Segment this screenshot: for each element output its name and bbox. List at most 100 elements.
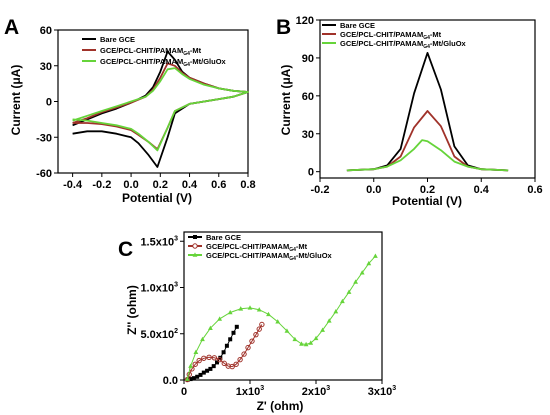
panel-a-label: A (4, 16, 19, 39)
panel-c-legend-label-1: Bare GCE (206, 233, 241, 242)
panel-c-label: C (118, 238, 133, 261)
panel-c-series-2-point (196, 357, 202, 364)
panel-c-series-2-point (211, 355, 218, 361)
panel-c-series-3-point (256, 307, 262, 312)
panel-c-ytick-label: 1.5x103 (140, 235, 178, 248)
panel-c-series-2-point (241, 351, 247, 357)
panel-b-label: B (276, 16, 291, 39)
panel-c-xlabel: Z' (ohm) (257, 399, 304, 413)
panel-c-series-3-point (373, 253, 378, 258)
panel-c-series-1-point (211, 364, 216, 369)
panel-c-series-3-point (266, 311, 271, 317)
panel-b-xtick-label: -0.2 (311, 184, 330, 196)
panel-c-series-1-point (201, 370, 206, 375)
panel-a-ytick-label: 0 (46, 97, 52, 109)
panel-c-series-1-point (228, 337, 233, 342)
panel-c-series-2-point (201, 355, 207, 361)
panel-c-series-1-point (195, 374, 200, 379)
panel-c-series-3-point (193, 349, 199, 355)
panel-c-series-1-point (215, 360, 219, 365)
panel-c-series-2-point (237, 356, 243, 363)
panel-b-ytick-label: 30 (302, 129, 314, 141)
panel-b-ytick-label: 120 (296, 15, 314, 27)
panel-c-series-3-point (238, 306, 244, 311)
panel-c-series-1-point (234, 324, 239, 329)
panel-a-ytick-label: 60 (40, 25, 52, 37)
panel-c-series-3-point (359, 270, 365, 275)
panel-c-series-2-point (229, 363, 235, 370)
panel-c-series-2-point (249, 338, 255, 344)
panel-b-xlabel: Potential (V) (392, 194, 462, 208)
panel-b-series-3-line (346, 139, 509, 172)
panel-a-xtick-label: 0.2 (153, 179, 168, 191)
panel-a-xtick-label: 0.6 (211, 179, 226, 191)
panel-c-series-3-point (326, 318, 332, 323)
panel-a-ytick-label: -30 (36, 132, 52, 144)
panel-a-ytick-label: 30 (40, 61, 52, 73)
panel-c-series-1-point (231, 330, 236, 335)
panel-a-legend-label-2: GCE/PCL-CHIT/PAMAMG4-Mt (100, 46, 202, 57)
panel-c-axes-frame (183, 231, 383, 381)
panel-a: A -0.4 -0.2 0.0 0.2 0.4 0.6 0.8 -60 -30 0 30 60 Bare… (4, 16, 256, 205)
panel-c-series-2-point (233, 361, 239, 367)
panel-c-ytick-label: 0.0 (163, 375, 178, 387)
panel-c-xtick-label: 2x103 (302, 385, 330, 398)
panel-b-ytick-label: 60 (302, 91, 314, 103)
panel-b-ytick-label: 90 (302, 53, 314, 65)
panel-c-series-2-point (253, 331, 259, 338)
panel-a-xtick-label: 0.0 (123, 179, 138, 191)
panel-c-legend-label-2: GCE/PCL-CHIT/PAMAMG4-Mt (206, 242, 308, 253)
panel-c-xtick-label: 1x103 (236, 385, 264, 398)
panel-c-series-2-point (256, 326, 262, 332)
panel-a-legend-label-1: Bare GCE (100, 35, 135, 44)
panel-c-series-3-point (299, 341, 304, 346)
panel-a-xtick-label: 0.8 (240, 179, 255, 191)
panel-c-series-3-point (346, 289, 352, 294)
panel-c-ytick-label: 5.0x102 (140, 328, 178, 341)
panel-c-series-1-point (221, 350, 226, 355)
panel-c-legend-marker-3 (192, 252, 198, 257)
panel-b-legend-label-1: Bare GCE (340, 21, 375, 30)
panel-c: C 0 1x103 2x103 3x103 0.0 5.0x102 1.0x103 1.5x1… (118, 231, 396, 413)
panel-a-legend-label-3: GCE/PCL-CHIT/PAMAMG4-Mt/GluOx (100, 57, 227, 68)
panel-c-series-3-point (247, 305, 253, 310)
panel-a-xtick-label: -0.4 (63, 179, 83, 191)
panel-a-xtick-label: -0.2 (92, 179, 111, 191)
panel-c-series-3-point (366, 260, 372, 266)
panel-c-series-3-point (320, 327, 325, 332)
panel-c-series-2-point (259, 321, 265, 328)
panel-c-series-1-point (205, 368, 210, 373)
panel-c-series-2-point (221, 360, 227, 367)
panel-a-series-3-line (72, 67, 249, 152)
panel-b-ylabel: Current (μA) (279, 65, 293, 136)
panel-c-series-1-point (188, 377, 193, 382)
panel-c-series-1-point (198, 372, 203, 377)
panel-a-ylabel: Current (μA) (9, 65, 23, 136)
panel-a-xlabel: Potential (V) (122, 191, 192, 205)
panel-a-xtick-label: 0.4 (182, 179, 198, 191)
panel-c-series-3-point (227, 309, 233, 315)
panel-c-series-1-point (191, 376, 196, 381)
panel-c-series-1-point (224, 343, 229, 348)
panel-c-xtick-label: 3x103 (368, 385, 396, 398)
panel-c-series-1-point (208, 366, 213, 371)
panel-c-series-3-point (333, 308, 339, 314)
panel-b-legend-label-3: GCE/PCL-CHIT/PAMAMG4-Mt/GluOx (340, 39, 467, 50)
panel-c-series-2-point (206, 354, 212, 361)
panel-c-series-3-point (303, 341, 309, 347)
panel-b-xtick-label: 0.6 (527, 184, 542, 196)
panel-b-xtick-label: 0.0 (366, 184, 381, 196)
panel-c-series-3-point (313, 335, 319, 341)
panel-c-series-3-point (200, 336, 205, 342)
panel-c-legend-marker-1 (193, 235, 197, 239)
panel-b-xtick-label: 0.2 (420, 184, 435, 196)
panel-c-series-3-point (284, 328, 290, 333)
panel-c-xtick-label: 0 (181, 386, 187, 398)
panel-b-xtick-label: 0.4 (474, 184, 490, 196)
panel-c-series-2-point (216, 356, 223, 363)
panel-c-series-3-point (188, 363, 193, 368)
panel-c-ylabel: Z'' (ohm) (125, 285, 139, 335)
panel-a-series-1-line (72, 50, 249, 168)
panel-c-ytick-label: 1.0x103 (140, 282, 178, 295)
